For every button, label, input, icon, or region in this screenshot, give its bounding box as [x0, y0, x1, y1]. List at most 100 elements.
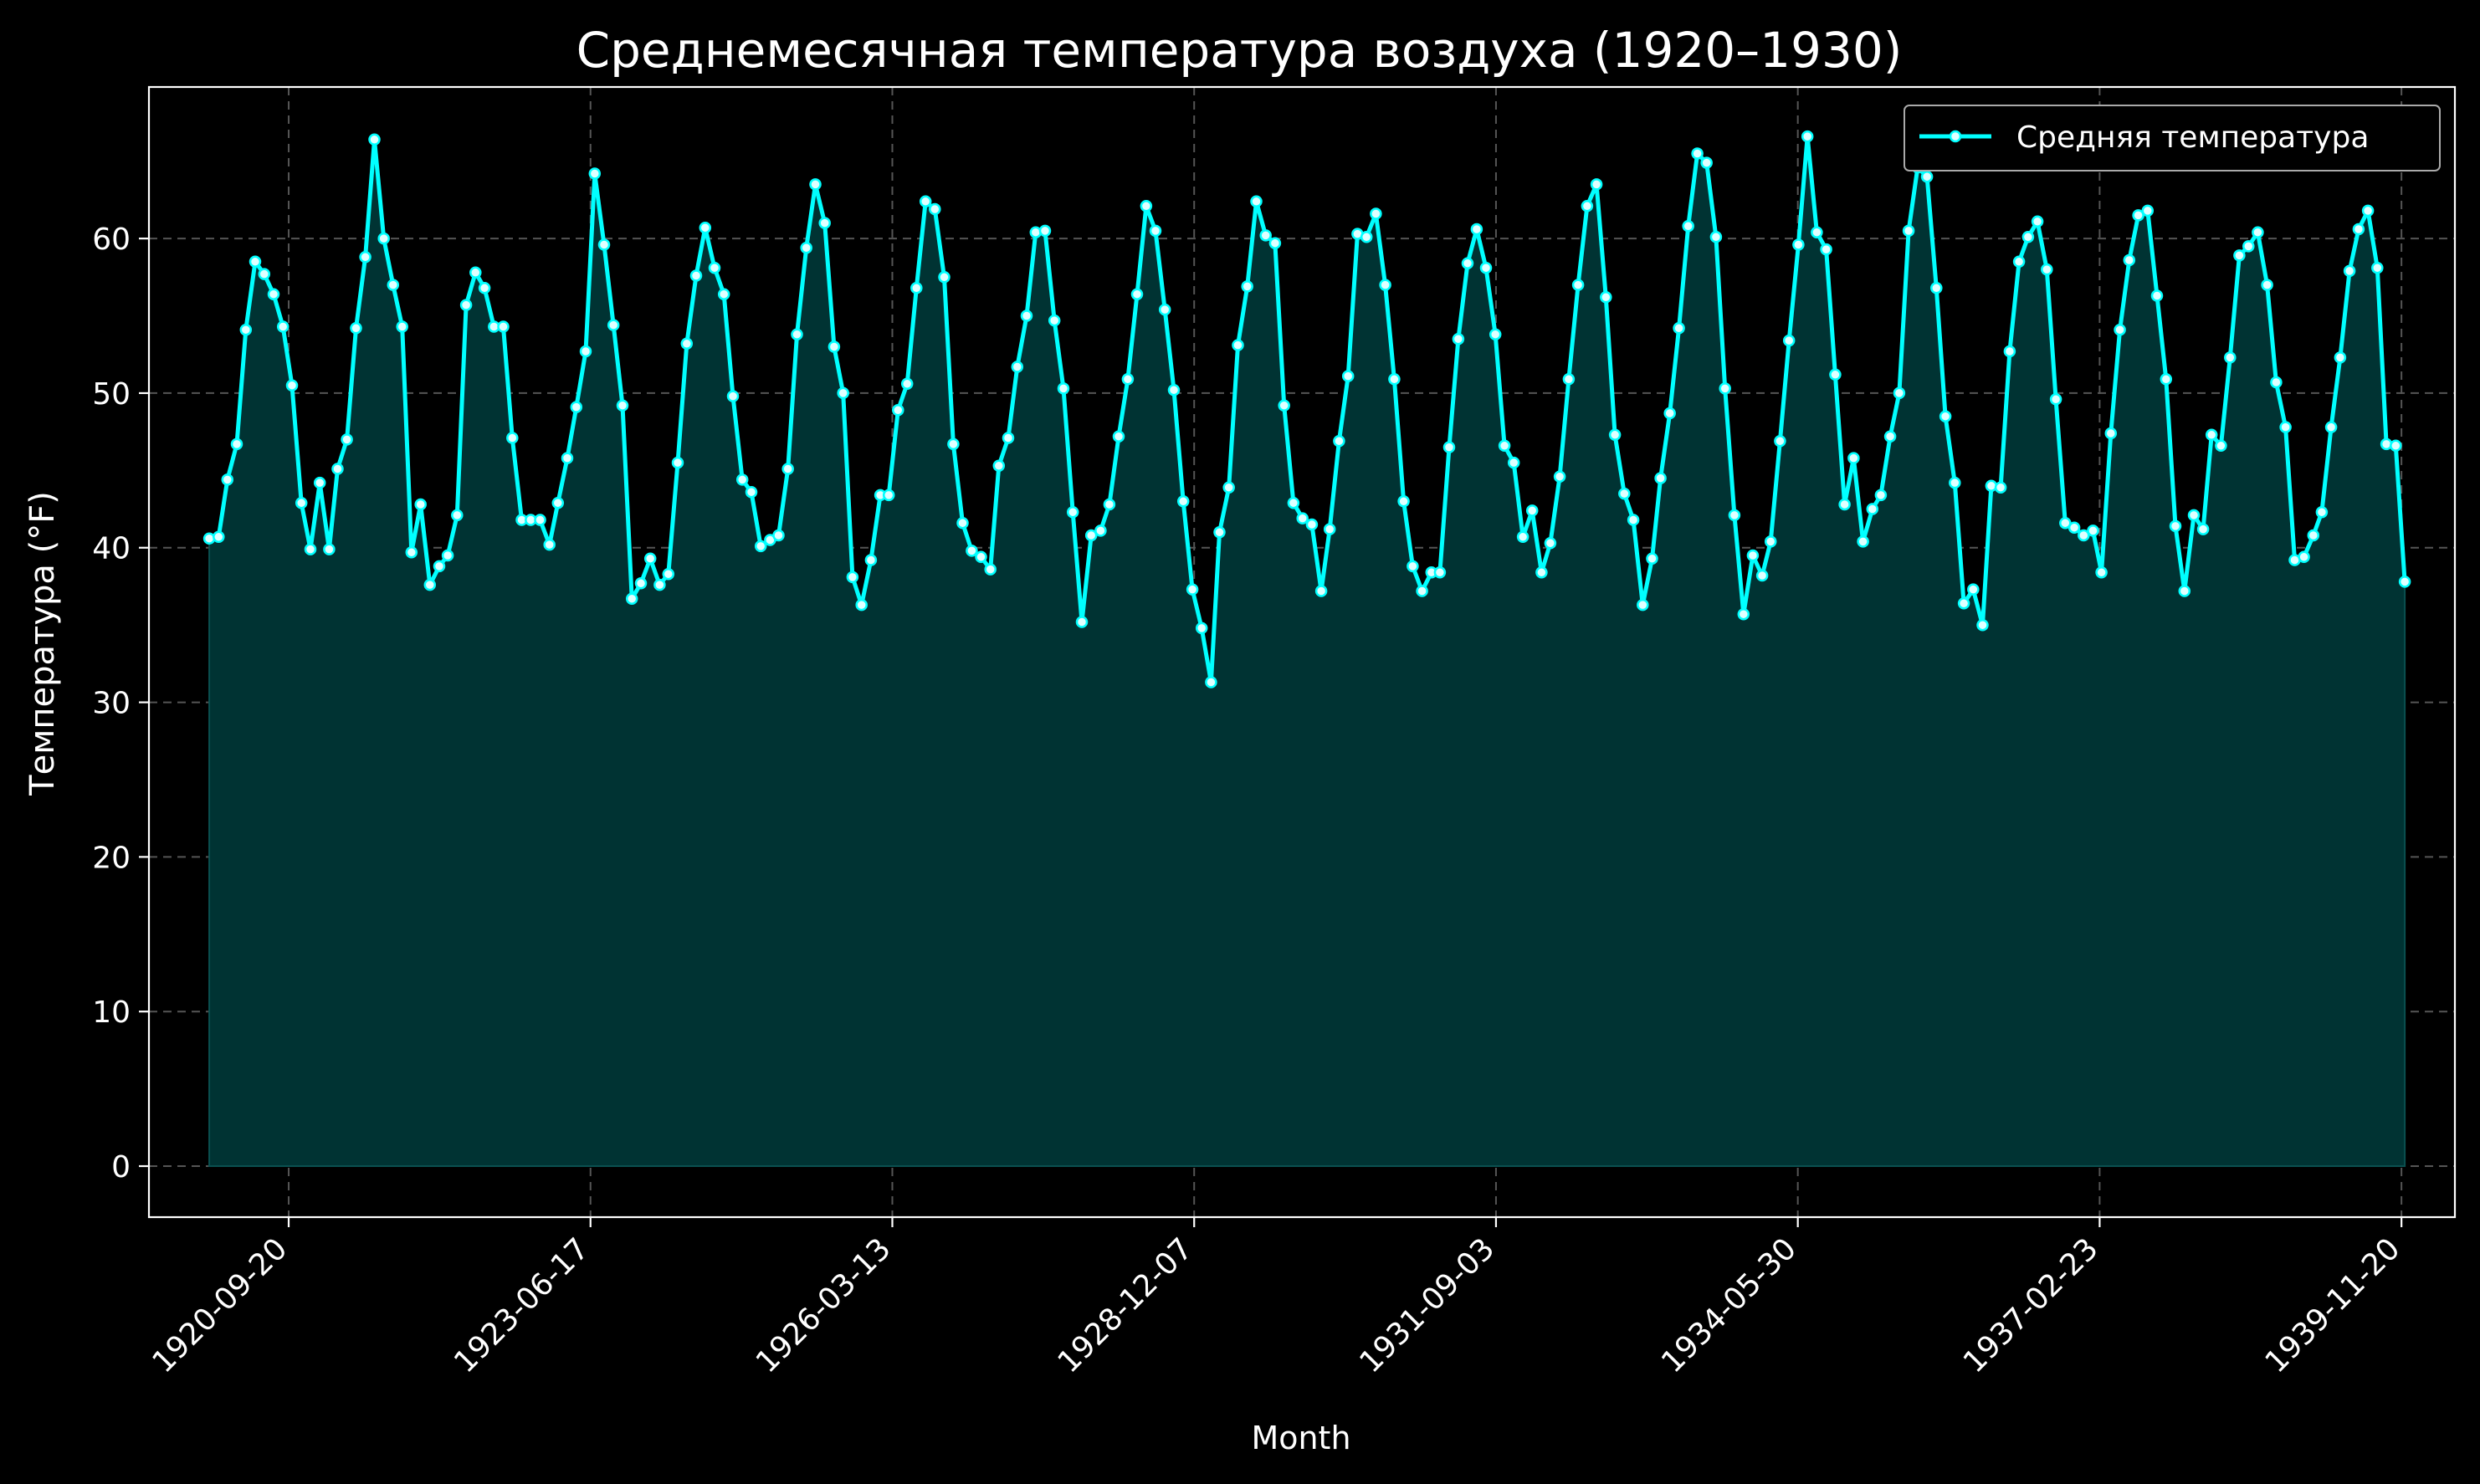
data-point: [1407, 560, 1419, 573]
data-point: [634, 577, 648, 590]
data-point: [2012, 255, 2026, 269]
data-point: [1278, 399, 1290, 412]
data-point: [451, 509, 464, 522]
data-point: [689, 269, 703, 282]
data-point: [2352, 223, 2365, 236]
data-point: [1920, 170, 1934, 183]
data-point: [350, 322, 362, 335]
data-point: [2160, 373, 2173, 386]
data-point: [726, 390, 740, 402]
data-point: [1442, 441, 1456, 453]
data-point: [2114, 323, 2126, 336]
data-point: [2224, 351, 2237, 364]
y-tick-label: 50: [92, 377, 131, 412]
data-point: [1600, 291, 1612, 304]
data-point: [781, 463, 794, 475]
data-point: [2178, 585, 2191, 597]
data-point: [1847, 452, 1860, 464]
data-point: [818, 217, 831, 229]
data-point: [2315, 505, 2329, 519]
data-point: [497, 320, 510, 333]
data-point: [1746, 549, 1760, 562]
y-tick-label: 60: [92, 223, 131, 257]
data-point: [414, 498, 427, 511]
data-point: [809, 178, 822, 191]
data-point: [1673, 322, 1685, 335]
data-point: [202, 532, 216, 545]
data-point: [1452, 332, 1465, 345]
data-point: [717, 288, 730, 300]
data-point: [1038, 224, 1052, 238]
data-point: [1525, 504, 1539, 517]
data-point: [616, 399, 629, 412]
plot-area: [147, 85, 2457, 1219]
data-point: [387, 279, 400, 291]
data-point: [1011, 361, 1024, 373]
data-point: [368, 133, 381, 146]
data-point: [1094, 525, 1107, 537]
data-point: [1314, 585, 1328, 597]
data-point: [2021, 231, 2035, 243]
data-point: [929, 202, 941, 216]
data-point: [2141, 204, 2155, 217]
data-point: [2343, 264, 2356, 278]
data-point: [2187, 509, 2201, 522]
data-point: [221, 473, 234, 486]
data-point: [1287, 496, 1300, 509]
data-point: [230, 438, 243, 451]
data-point: [1205, 676, 1217, 688]
data-point: [1130, 288, 1144, 300]
data-point: [551, 496, 565, 509]
data-point: [1764, 535, 1777, 548]
y-axis: 0 10 20 30 40 50 60: [92, 223, 149, 1185]
data-point: [267, 288, 280, 300]
data-point: [295, 496, 308, 509]
data-point: [2031, 215, 2044, 228]
data-point: [1333, 434, 1345, 448]
data-point: [975, 550, 987, 564]
data-point: [1176, 495, 1190, 508]
data-point: [671, 456, 684, 469]
data-point: [900, 377, 914, 391]
data-point: [1590, 178, 1603, 191]
data-point: [1507, 456, 1520, 469]
data-point: [1700, 156, 1713, 169]
data-point: [331, 463, 344, 475]
data-point: [1663, 407, 1676, 420]
data-point: [1498, 439, 1511, 453]
data-point: [1811, 226, 1823, 238]
data-point: [1719, 382, 1731, 395]
data-point: [1075, 616, 1089, 628]
data-point: [735, 473, 749, 486]
data-point: [1782, 334, 1796, 347]
data-point: [1957, 597, 1970, 610]
data-point: [570, 401, 583, 413]
data-point: [800, 241, 812, 254]
y-tick-label: 0: [111, 1150, 131, 1185]
data-point: [1857, 535, 1869, 548]
data-point: [846, 571, 859, 584]
data-point: [745, 485, 758, 499]
data-point: [469, 266, 482, 279]
data-point: [1627, 514, 1640, 526]
data-point: [2361, 204, 2375, 217]
data-point: [966, 545, 978, 557]
data-point: [1930, 282, 1943, 294]
data-point: [1121, 373, 1135, 386]
data-point: [1186, 583, 1199, 596]
data-point: [2334, 351, 2347, 364]
data-point: [1737, 607, 1750, 621]
data-point: [1874, 489, 1888, 502]
y-tick-label: 20: [92, 841, 131, 875]
data-point: [1618, 487, 1631, 500]
data-point: [1902, 224, 1915, 238]
data-point: [1433, 566, 1447, 579]
data-point: [662, 567, 675, 581]
data-point: [1470, 223, 1483, 236]
data-point: [258, 268, 271, 280]
data-point: [1360, 231, 1373, 243]
data-point: [441, 549, 454, 562]
data-point: [625, 592, 638, 605]
data-point: [699, 221, 712, 234]
data-point: [864, 554, 878, 566]
